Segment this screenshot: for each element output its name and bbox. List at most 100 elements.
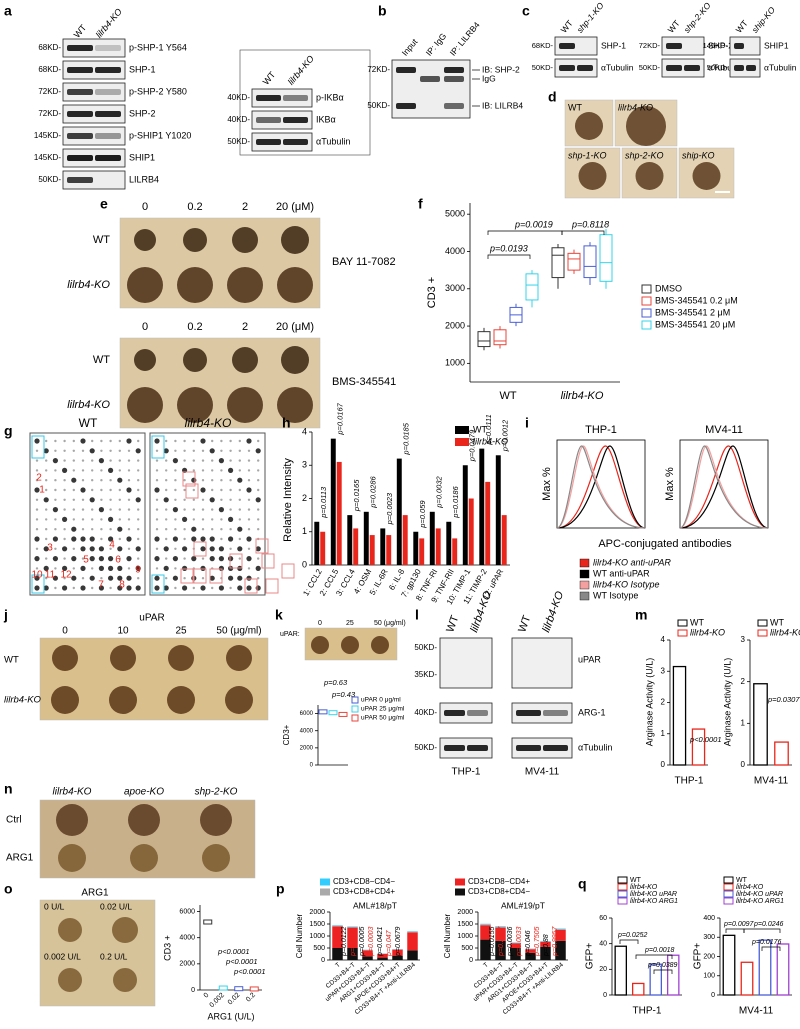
kd-marker: 72KD- [367, 65, 390, 74]
protein-label: SHP-1 [129, 64, 156, 74]
legend-label: CD3+CD8−CD4+ [468, 877, 530, 886]
legend-label: CD3+CD8−CD4− [333, 877, 395, 886]
legend-swatch [455, 878, 465, 886]
array-spot [109, 439, 112, 443]
bar [369, 535, 375, 565]
legend-label: lilrb4-KO [690, 627, 725, 637]
bar [419, 538, 425, 565]
dose-label: 0 [62, 626, 68, 637]
p-value: p=0.059 [418, 500, 427, 529]
x-axis-label: ARG1 (U/L) [207, 1011, 254, 1021]
colony [177, 387, 213, 423]
colony [167, 686, 195, 714]
frame [239, 49, 371, 156]
bar [363, 511, 369, 565]
band [283, 139, 308, 145]
panel-letter: g [4, 423, 13, 439]
array-title: WT [79, 416, 98, 430]
array-spot [183, 488, 186, 492]
array-spot [247, 498, 251, 501]
panel-letter: h [282, 415, 291, 431]
compound-label: BMS-345541 [332, 376, 396, 388]
protein-label: αTubulin [601, 62, 634, 72]
array-spot [238, 557, 241, 560]
array-spot [100, 537, 103, 541]
y-tick-label: 2000 [445, 320, 465, 330]
array-spot [155, 469, 159, 472]
row-label: Ctrl [6, 815, 22, 826]
array-spot [43, 497, 49, 503]
array-spot [35, 508, 39, 511]
array-spot [209, 536, 215, 542]
legend-swatch [455, 438, 469, 446]
panel-letter: p [276, 881, 285, 897]
panel-letter: k [275, 607, 283, 623]
p-value: p=0.0023 [385, 492, 394, 525]
y-tick-label: 1000 [445, 358, 465, 368]
array-spot [201, 498, 205, 501]
array-spot [191, 526, 197, 532]
array-spot [238, 469, 241, 472]
array-spot [237, 546, 243, 552]
legend-label: uPAR 0 μg/ml [361, 697, 401, 704]
array-spot [257, 459, 260, 462]
y-tick-label: 0 [321, 957, 325, 964]
bar [776, 943, 790, 996]
array-spot [211, 479, 214, 482]
array-spot [118, 537, 122, 541]
array-spot [165, 459, 168, 462]
array-spot [89, 536, 95, 542]
array-spot [81, 469, 85, 472]
bar [691, 728, 706, 766]
array-spot [155, 547, 159, 550]
legend-swatch [641, 320, 652, 330]
blot-strip [251, 88, 313, 108]
bar-segment [407, 950, 418, 960]
y-tick-label: 1 [302, 526, 307, 536]
colony [110, 645, 136, 671]
dose-label: 20 (μM) [276, 201, 314, 213]
array-spot [52, 575, 59, 581]
array-spot [220, 469, 223, 472]
lane-label: shp-1-KO [575, 0, 606, 35]
histogram-curve [679, 445, 769, 529]
array-spot [109, 498, 112, 501]
band [95, 67, 121, 73]
array-spot [109, 449, 112, 452]
array-spot [72, 449, 76, 452]
blot-strip [554, 58, 598, 78]
array-spot [229, 459, 232, 462]
protein-label: p-SHP-1 Y564 [129, 42, 187, 52]
y-axis-label: Arginase Activity (U/L) [644, 658, 654, 747]
array-spot [209, 556, 215, 562]
blot-strip [439, 637, 493, 689]
y-tick-label: 0 [310, 763, 314, 769]
y-axis-label: GFP+ [693, 943, 704, 970]
p-value: p=0.0252 [617, 932, 647, 939]
bar-segment [392, 955, 403, 960]
array-spot [229, 479, 232, 482]
panel-letter: f [418, 196, 423, 212]
array-spot [108, 536, 114, 542]
x-tick-label: T [482, 961, 490, 969]
y-tick-label: 500 [461, 945, 473, 952]
legend-swatch [757, 619, 768, 627]
array-spot [257, 479, 260, 482]
band [67, 155, 93, 161]
array-spot [211, 469, 214, 472]
blot-strip [62, 170, 126, 190]
bar-segment [362, 956, 373, 960]
band [396, 67, 416, 73]
significance-bracket [487, 230, 563, 235]
p-value: p=0.0286 [369, 475, 378, 508]
kd-marker: 50KD- [38, 175, 61, 184]
array-spot [183, 537, 186, 541]
image-label: WT [568, 102, 582, 112]
x-tick-label: 0.002 [209, 992, 226, 1009]
dose-label: 2 [242, 321, 248, 333]
array-spot [126, 585, 132, 591]
array-spot [43, 585, 49, 591]
array-spot [91, 586, 94, 590]
array-spot [118, 439, 122, 443]
x-axis-title: MV4-11 [739, 1006, 774, 1017]
